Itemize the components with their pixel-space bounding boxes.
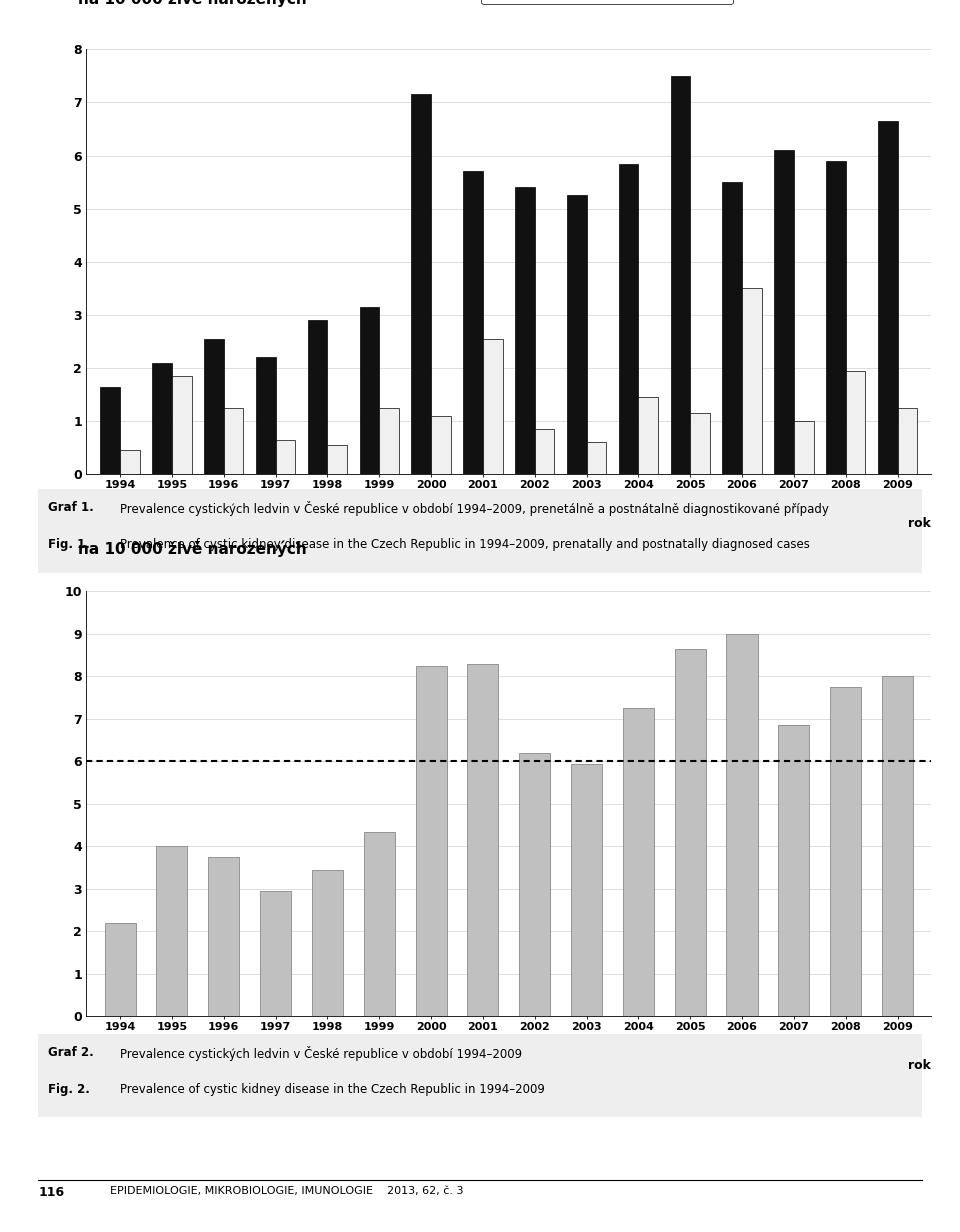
Bar	[779, 726, 809, 1016]
Bar	[312, 870, 343, 1016]
Bar	[515, 187, 535, 474]
Text: Graf 2.: Graf 2.	[48, 1046, 94, 1060]
Text: Prevalence cystických ledvin v České republice v období 1994–2009, prenetálně a : Prevalence cystických ledvin v České rep…	[120, 501, 828, 516]
Text: na 10 000 živě narozených: na 10 000 živě narozených	[78, 541, 306, 557]
Text: Fig. 2.: Fig. 2.	[48, 1083, 90, 1096]
Text: rok: rok	[908, 517, 931, 530]
Bar	[826, 161, 846, 474]
Bar	[535, 429, 555, 474]
Text: Prevalence cystických ledvin v České republice v období 1994–2009: Prevalence cystických ledvin v České rep…	[120, 1046, 522, 1061]
Bar	[208, 857, 239, 1016]
Bar	[105, 923, 135, 1016]
Bar	[153, 362, 172, 474]
Text: Prevalence of cystic kidney disease in the Czech Republic in 1994–2009: Prevalence of cystic kidney disease in t…	[120, 1083, 545, 1096]
Bar	[794, 421, 813, 474]
Bar	[571, 764, 602, 1016]
Legend: narození, prenetální diagnostika: narození, prenetální diagnostika	[481, 0, 732, 4]
Text: 116: 116	[38, 1186, 64, 1200]
Text: Graf 1.: Graf 1.	[48, 501, 94, 515]
Bar	[276, 440, 296, 474]
Bar	[204, 339, 224, 474]
Bar	[670, 76, 690, 474]
Text: na 10 000 živě narozených: na 10 000 živě narozených	[78, 0, 306, 6]
Bar	[224, 408, 244, 474]
Bar	[830, 687, 861, 1016]
Bar	[882, 676, 913, 1016]
Text: rok: rok	[908, 1058, 931, 1072]
Bar	[483, 339, 503, 474]
Bar	[623, 708, 654, 1016]
Bar	[120, 451, 140, 474]
Bar	[308, 320, 327, 474]
Bar	[412, 95, 431, 474]
Bar	[256, 357, 276, 474]
Bar	[360, 307, 379, 474]
Bar	[364, 832, 395, 1016]
Bar	[675, 649, 706, 1016]
Bar	[846, 371, 865, 474]
Bar	[172, 376, 192, 474]
Bar	[618, 164, 638, 474]
Bar	[379, 408, 399, 474]
Bar	[877, 121, 898, 474]
Bar	[327, 445, 348, 474]
Bar	[587, 442, 606, 474]
Bar	[156, 846, 187, 1016]
Bar	[898, 408, 917, 474]
Bar	[690, 413, 709, 474]
Bar	[431, 416, 451, 474]
Bar	[722, 182, 742, 474]
Bar	[638, 397, 658, 474]
Text: Fig. 1.: Fig. 1.	[48, 538, 90, 552]
Bar	[468, 664, 498, 1016]
Bar	[727, 633, 757, 1016]
Text: Prevalence of cystic kidney disease in the Czech Republic in 1994–2009, prenatal: Prevalence of cystic kidney disease in t…	[120, 538, 810, 552]
Bar	[519, 753, 550, 1016]
Bar	[774, 150, 794, 474]
Bar	[463, 171, 483, 474]
Bar	[416, 665, 446, 1016]
Text: EPIDEMIOLOGIE, MIKROBIOLOGIE, IMUNOLOGIE    2013, 62, č. 3: EPIDEMIOLOGIE, MIKROBIOLOGIE, IMUNOLOGIE…	[110, 1186, 464, 1196]
Bar	[260, 891, 291, 1016]
Bar	[742, 288, 761, 474]
Bar	[566, 196, 587, 474]
Bar	[101, 387, 120, 474]
